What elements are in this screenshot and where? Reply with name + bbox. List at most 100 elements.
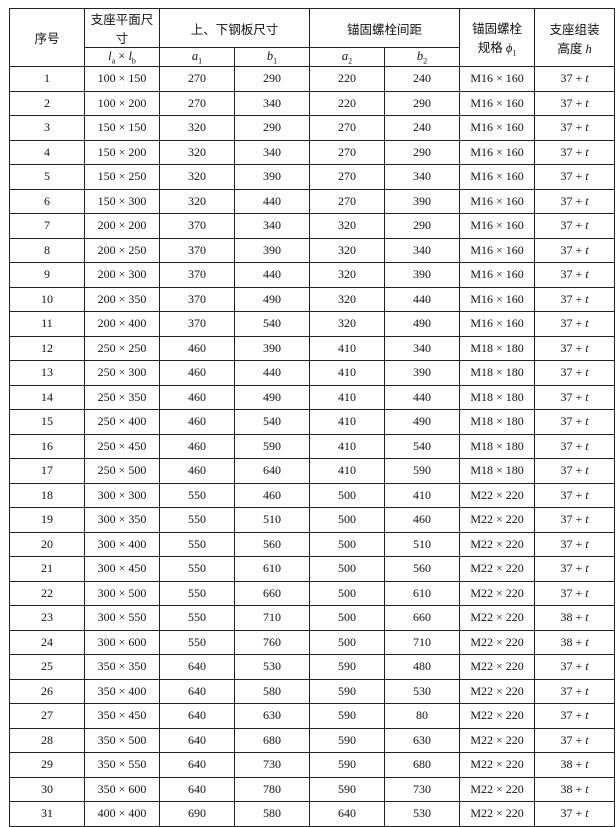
cell-height: 37 + t <box>534 678 616 704</box>
cell-size: 250 × 250 <box>84 335 160 361</box>
cell-height: 37 + t <box>534 237 616 263</box>
cell-size: 200 × 350 <box>84 286 160 312</box>
cell-bolt: M22 × 220 <box>459 703 536 729</box>
cell-size: 200 × 300 <box>84 262 160 288</box>
cell-a2: 410 <box>309 335 386 361</box>
cell-bolt: M22 × 220 <box>459 556 536 582</box>
cell-no: 17 <box>9 458 85 484</box>
variable-t: t <box>585 561 589 576</box>
cell-height: 37 + t <box>534 262 616 288</box>
cell-no: 8 <box>9 237 85 263</box>
cell-b1: 490 <box>233 384 311 410</box>
cell-no: 20 <box>9 531 85 557</box>
cell-b1: 760 <box>233 629 311 655</box>
cell-height: 37 + t <box>534 727 616 753</box>
table-row: 7 200 × 200 370 340 320 290 M16 × 160 37 + t <box>9 213 616 239</box>
cell-size: 200 × 400 <box>84 311 160 337</box>
cell-b1: 680 <box>233 727 311 753</box>
variable-t: t <box>585 365 589 380</box>
cell-size: 350 × 550 <box>84 752 160 778</box>
cell-b2: 290 <box>384 139 461 165</box>
cell-no: 12 <box>9 335 85 361</box>
variable-t: t <box>585 120 589 135</box>
table-row: 31 400 × 400 690 580 640 530 M22 × 220 37 + t <box>9 801 616 827</box>
sub-a: a <box>111 56 116 66</box>
sub-a2: 2 <box>348 56 353 66</box>
cell-height: 37 + t <box>534 286 616 312</box>
table-row: 6 150 × 300 320 440 270 390 M16 × 160 37 + t <box>9 188 616 214</box>
cell-b2: 390 <box>384 188 461 214</box>
cell-size: 250 × 300 <box>84 360 160 386</box>
cell-no: 3 <box>9 115 85 141</box>
cell-a2: 410 <box>309 458 386 484</box>
cell-a2: 590 <box>309 654 386 680</box>
cell-size: 350 × 400 <box>84 678 160 704</box>
cell-no: 30 <box>9 776 85 802</box>
cell-a1: 370 <box>159 311 235 337</box>
cell-height: 38 + t <box>534 776 616 802</box>
cell-no: 10 <box>9 286 85 312</box>
cell-b2: 290 <box>384 90 461 116</box>
cell-b1: 640 <box>233 458 311 484</box>
cell-a1: 550 <box>159 580 235 606</box>
header-size: 支座平面尺寸 <box>84 8 160 48</box>
cell-a2: 590 <box>309 752 386 778</box>
sym-lb: l <box>128 48 132 63</box>
cell-b2: 340 <box>384 237 461 263</box>
variable-t: t <box>585 414 589 429</box>
cell-size: 300 × 400 <box>84 531 160 557</box>
cell-a2: 500 <box>309 629 386 655</box>
header-bolt-label: 规格 <box>477 40 506 55</box>
cell-size: 250 × 450 <box>84 433 160 459</box>
cell-b2: 340 <box>384 164 461 190</box>
cell-b2: 590 <box>384 458 461 484</box>
variable-t: t <box>585 316 589 331</box>
cell-no: 29 <box>9 752 85 778</box>
cell-no: 6 <box>9 188 85 214</box>
cell-b1: 560 <box>233 531 311 557</box>
cell-height: 37 + t <box>534 531 616 557</box>
header-bolt-line2: 规格 ϕ1 <box>460 37 534 58</box>
cell-bolt: M18 × 180 <box>459 360 536 386</box>
cell-size: 300 × 500 <box>84 580 160 606</box>
cell-b1: 630 <box>233 703 311 729</box>
table-row: 10 200 × 350 370 490 320 440 M16 × 160 37 + t <box>9 286 616 312</box>
cell-b2: 730 <box>384 776 461 802</box>
cell-b1: 580 <box>233 801 311 827</box>
cell-no: 5 <box>9 164 85 190</box>
table-row: 26 350 × 400 640 580 590 530 M22 × 220 37 + t <box>9 678 616 704</box>
cell-height: 37 + t <box>534 115 616 141</box>
cell-no: 13 <box>9 360 85 386</box>
cell-a1: 370 <box>159 213 235 239</box>
cell-b2: 440 <box>384 384 461 410</box>
variable-t: t <box>585 781 589 796</box>
cell-a2: 410 <box>309 433 386 459</box>
variable-t: t <box>585 487 589 502</box>
cell-b1: 530 <box>233 654 311 680</box>
cell-height: 37 + t <box>534 311 616 337</box>
cell-a1: 460 <box>159 433 235 459</box>
cell-size: 150 × 200 <box>84 139 160 165</box>
cell-bolt: M16 × 160 <box>459 115 536 141</box>
cell-bolt: M22 × 220 <box>459 752 536 778</box>
cell-a2: 270 <box>309 139 386 165</box>
cell-a2: 320 <box>309 237 386 263</box>
cell-a2: 270 <box>309 115 386 141</box>
cell-size: 350 × 450 <box>84 703 160 729</box>
header-b2: b2 <box>384 47 461 67</box>
cell-size: 350 × 350 <box>84 654 160 680</box>
cell-size: 400 × 400 <box>84 801 160 827</box>
cell-a1: 550 <box>159 531 235 557</box>
cell-size: 300 × 600 <box>84 629 160 655</box>
cell-a1: 370 <box>159 237 235 263</box>
table-row: 5 150 × 250 320 390 270 340 M16 × 160 37 + t <box>9 164 616 190</box>
cell-b2: 460 <box>384 507 461 533</box>
cell-a1: 640 <box>159 727 235 753</box>
cell-a2: 590 <box>309 727 386 753</box>
cell-height: 37 + t <box>534 703 616 729</box>
cell-a2: 270 <box>309 164 386 190</box>
cell-b1: 440 <box>233 188 311 214</box>
cell-b1: 290 <box>233 66 311 92</box>
header-b1: b1 <box>233 47 311 67</box>
cell-a2: 500 <box>309 482 386 508</box>
